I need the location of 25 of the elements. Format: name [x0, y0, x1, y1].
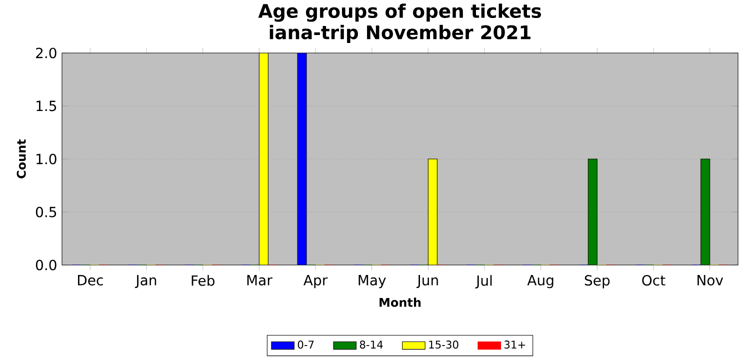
x-tick-label: Aug — [527, 275, 554, 288]
legend-label: 8-14 — [360, 340, 383, 349]
x-tick-label: Jun — [416, 275, 438, 288]
legend-label: 31+ — [504, 340, 526, 349]
x-tick-label: Feb — [192, 275, 214, 286]
x-tick-label: Jul — [475, 275, 492, 288]
x-axis-title: Month — [380, 298, 421, 307]
x-tick-label: Oct — [642, 275, 666, 286]
y-tick-label: 2.0 — [36, 48, 56, 58]
y-tick-label: 0.5 — [36, 206, 56, 218]
x-tick-label: Jan — [134, 275, 156, 288]
y-tick-label: 0.0 — [36, 260, 56, 270]
x-tick-label: Nov — [698, 275, 724, 286]
x-tick-label: Sep — [584, 275, 610, 288]
legend-label: 15-30 — [429, 340, 458, 349]
y-tick-label: 1.5 — [36, 100, 56, 112]
y-tick-label: 1.0 — [36, 154, 56, 164]
x-tick-label: May — [358, 275, 386, 288]
y-axis-title: Count — [16, 139, 26, 178]
x-tick-label: Dec — [78, 275, 103, 286]
chart-title: Age groups of open tickets — [258, 4, 541, 22]
x-tick-label: Apr — [303, 275, 328, 288]
chart-subtitle: iana-trip November 2021 — [270, 24, 530, 43]
x-tick-label: Mar — [247, 275, 272, 286]
legend-label: 0-7 — [298, 340, 314, 349]
